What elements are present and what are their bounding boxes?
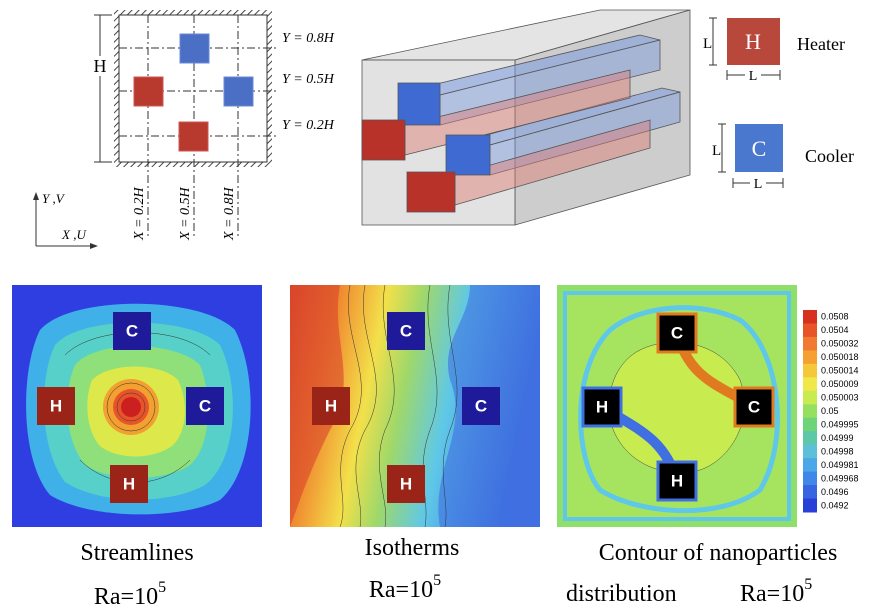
shape (362, 120, 405, 160)
text-part: Ra=10 (94, 584, 158, 610)
block-label: C (475, 397, 487, 416)
shape (446, 135, 490, 175)
block-label: H (50, 397, 62, 416)
shape (121, 397, 141, 417)
isotherms-panel: C H C H (290, 285, 540, 527)
panel-caption: Streamlines (80, 540, 193, 566)
nanoparticles-panel: C H C H (557, 285, 797, 527)
colorbar-label: 0.050009 (821, 379, 859, 389)
text-part: Ra=10 (740, 581, 804, 607)
block-label: C (126, 322, 138, 341)
y-line-label: Y = 0.5H (282, 72, 335, 87)
colorbar-swatch (803, 364, 817, 378)
colorbar-swatch (803, 337, 817, 351)
shape (407, 172, 455, 212)
colorbar-swatch (803, 377, 817, 391)
colorbar-swatch (803, 458, 817, 472)
colorbar-swatch (803, 472, 817, 486)
colorbar-label: 0.0504 (821, 325, 849, 335)
axis-label: X ,U (61, 227, 87, 242)
block-label: C (199, 397, 211, 416)
ra-label: Ra=105 (740, 576, 812, 607)
block-label: H (400, 475, 412, 494)
shape (33, 192, 39, 200)
text-part: 5 (433, 572, 441, 589)
colorbar-label: 0.0508 (821, 312, 849, 322)
colorbar-swatch (803, 391, 817, 405)
colorbar-swatch (803, 350, 817, 364)
legend-label: Cooler (805, 146, 854, 166)
colorbar-label: 0.049981 (821, 460, 859, 470)
x-line-label: X = 0.2H (132, 187, 147, 241)
axis-label: Y ,V (42, 191, 66, 206)
figure: Y = 0.8H Y = 0.5H Y = 0.2H X = 0.2H X = … (0, 0, 876, 614)
text-part: 5 (158, 579, 166, 596)
dimension-label: L (754, 177, 763, 192)
colorbar-swatch (803, 445, 817, 459)
block-label: C (748, 398, 760, 417)
dimension-label: L (703, 36, 712, 52)
colorbar-label: 0.0496 (821, 487, 849, 497)
colorbar-label: 0.0492 (821, 500, 849, 510)
panel-caption: Isotherms (365, 535, 460, 561)
shape (134, 77, 163, 106)
block-label: C (400, 322, 412, 341)
text-part: 5 (804, 576, 812, 593)
colorbar-swatch (803, 323, 817, 337)
colorbar-label: 0.05 (821, 406, 839, 416)
block-label: H (596, 398, 608, 417)
schematic: Y = 0.8H Y = 0.5H Y = 0.2H X = 0.2H X = … (33, 10, 335, 249)
colorbar-label: 0.050018 (821, 352, 859, 362)
colorbar-label: 0.049995 (821, 419, 859, 429)
colorbar-label: 0.04998 (821, 446, 854, 456)
shape (90, 243, 98, 249)
x-line-label: X = 0.5H (178, 187, 193, 241)
shape (180, 34, 209, 63)
ra-label: Ra=105 (94, 579, 166, 610)
text-part: Ra=10 (369, 577, 433, 603)
shape (398, 83, 440, 125)
colorbar-label: 0.049968 (821, 473, 859, 483)
shape (609, 342, 744, 472)
block-label: H (325, 397, 337, 416)
dimension-label: L (749, 69, 758, 84)
legend-symbol: H (745, 29, 761, 54)
colorbar-swatch (803, 310, 817, 324)
panel-caption: Contour of nanoparticles (599, 540, 838, 566)
x-line-label: X = 0.8H (222, 187, 237, 241)
shape (179, 122, 208, 151)
panel-caption: distribution (566, 581, 677, 607)
streamlines-panel: C H C H (12, 285, 262, 527)
enclosure-3d (362, 10, 690, 225)
block-label: C (671, 324, 683, 343)
legend: H Heater L L C Cooler L L (703, 18, 854, 192)
colorbar: 0.0508 0.0504 0.050032 0.050018 0.050014 0.05… (803, 310, 859, 513)
height-label: H (94, 56, 107, 76)
block-label: H (671, 472, 683, 491)
ra-label: Ra=105 (369, 572, 441, 603)
colorbar-label: 0.050032 (821, 339, 859, 349)
colorbar-label: 0.050003 (821, 393, 859, 403)
colorbar-swatch (803, 418, 817, 432)
colorbar-label: 0.050014 (821, 366, 859, 376)
legend-label: Heater (797, 34, 845, 54)
y-line-label: Y = 0.8H (282, 31, 335, 46)
shape (224, 77, 253, 106)
colorbar-swatch (803, 499, 817, 513)
dimension-label: L (712, 143, 721, 159)
colorbar-swatch (803, 485, 817, 499)
legend-symbol: C (752, 136, 767, 161)
block-label: H (123, 475, 135, 494)
colorbar-swatch (803, 404, 817, 418)
colorbar-swatch (803, 431, 817, 445)
y-line-label: Y = 0.2H (282, 118, 335, 133)
colorbar-label: 0.04999 (821, 433, 854, 443)
